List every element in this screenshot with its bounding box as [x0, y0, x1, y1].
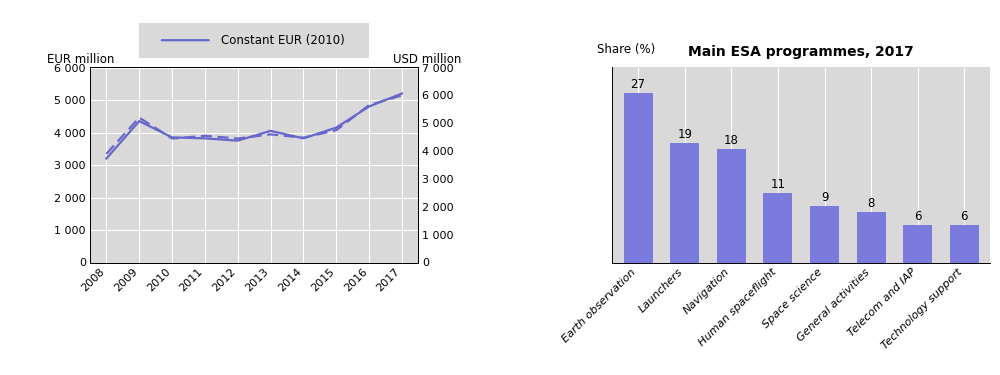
Bar [763, 193, 792, 262]
Text: 27: 27 [631, 78, 646, 91]
Text: 6: 6 [961, 210, 968, 223]
Bar [903, 225, 932, 262]
Bar [950, 225, 979, 262]
FancyBboxPatch shape [139, 22, 369, 58]
Text: 18: 18 [724, 134, 739, 147]
Text: Share (%): Share (%) [597, 43, 656, 56]
Text: 19: 19 [677, 128, 692, 141]
Text: USD million: USD million [393, 53, 461, 66]
Bar [624, 93, 653, 262]
Bar [810, 206, 839, 262]
Text: Constant EUR (2010): Constant EUR (2010) [221, 34, 345, 47]
Text: 8: 8 [867, 197, 875, 210]
Text: EUR million: EUR million [47, 53, 115, 66]
Text: 9: 9 [821, 191, 828, 204]
Bar [857, 212, 886, 262]
Bar [717, 149, 746, 262]
Title: Main ESA programmes, 2017: Main ESA programmes, 2017 [688, 45, 914, 59]
Text: 11: 11 [770, 178, 785, 191]
Text: 6: 6 [914, 210, 921, 223]
Title: Budget trends: Budget trends [198, 26, 310, 40]
Bar [670, 143, 699, 262]
